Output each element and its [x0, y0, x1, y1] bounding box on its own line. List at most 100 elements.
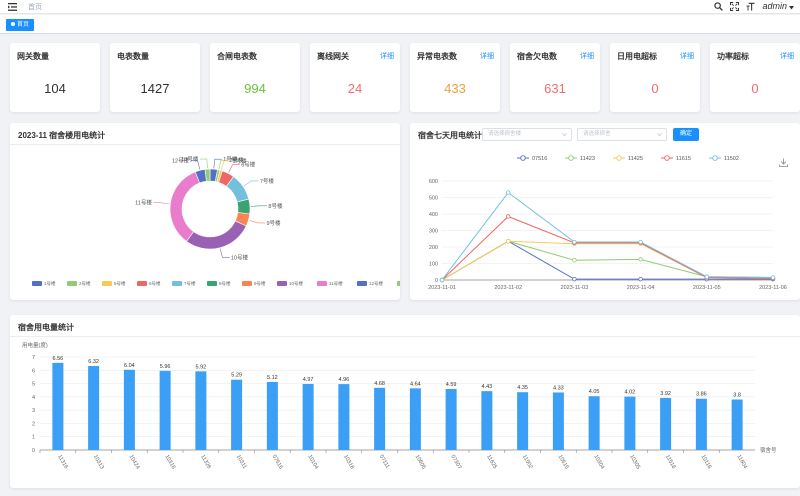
- building-select-placeholder: 请选择宿舍楼: [488, 131, 522, 137]
- bar: [302, 383, 314, 450]
- legend-swatch: [207, 281, 217, 286]
- tag-home-label: 首页: [17, 22, 30, 28]
- data-point: [505, 239, 511, 244]
- bar: [660, 397, 672, 450]
- series-line: [441, 191, 774, 281]
- bar-value-label: 4.97: [303, 377, 314, 383]
- pie-leader-line: [153, 202, 170, 205]
- dorm-select[interactable]: 请选择宿舍: [577, 128, 667, 141]
- legend-label: 10号楼: [289, 280, 304, 287]
- bar-value-label: 5.29: [231, 373, 242, 379]
- legend-label: 11615: [676, 156, 691, 162]
- building-select[interactable]: 请选择宿舍楼: [482, 128, 572, 141]
- pie-leader-line: [228, 164, 240, 173]
- bar-value-label: 4.64: [410, 381, 421, 387]
- y-tick-label: 500: [429, 196, 438, 202]
- stat-title: 网关数量: [17, 52, 49, 61]
- legend-swatch: [32, 281, 42, 286]
- x-tick-label: 2023-11-02: [494, 285, 522, 291]
- data-point: [638, 276, 643, 282]
- bar: [52, 362, 64, 450]
- panel-title: 2023-11 宿舍楼用电统计: [18, 131, 106, 140]
- bar-value-label: 4.35: [517, 385, 528, 391]
- stat-title: 合闸电表数: [217, 52, 257, 61]
- legend-label: 12号楼: [369, 280, 384, 287]
- x-tick-label: 07516: [271, 454, 284, 470]
- x-tick-label: 11316: [56, 454, 69, 470]
- pie-leader-line: [221, 160, 231, 170]
- x-tick-label: 2023-11-05: [693, 285, 721, 291]
- building-usage-panel: 2023-11 宿舍楼用电统计 1号楼 2号楼 5号楼 6号楼 7号楼 8号楼 9号楼 10号…: [10, 123, 400, 300]
- pie-leader-line: [249, 220, 266, 224]
- x-tick-label: 10316: [163, 454, 176, 470]
- legend-label: 11502: [724, 156, 739, 162]
- legend-label: 1号楼: [44, 280, 56, 287]
- divider: [10, 336, 800, 337]
- search-icon[interactable]: [714, 1, 724, 11]
- tag-home[interactable]: 首页: [6, 19, 35, 31]
- legend-marker: [616, 155, 622, 161]
- bar: [159, 370, 171, 450]
- pie-label: 6号楼: [241, 160, 256, 168]
- y-tick-label: 2: [32, 421, 35, 427]
- fullscreen-icon[interactable]: [730, 1, 740, 11]
- detail-link[interactable]: 详细: [380, 53, 394, 60]
- x-tick-label: 07111: [378, 454, 390, 470]
- x-tick-label: 10116: [700, 454, 713, 470]
- legend-label: 2号楼: [79, 280, 91, 287]
- bar-value-label: 4.68: [374, 381, 385, 387]
- y-axis-title: 用电量(度): [22, 341, 48, 349]
- stat-title: 功率超标: [717, 52, 749, 61]
- x-tick-label: 2023-11-03: [561, 285, 589, 291]
- legend-label: 5号楼: [114, 280, 126, 287]
- x-tick-label: 10311: [235, 454, 248, 470]
- chevron-down-icon: [657, 133, 662, 137]
- pie-slice: [169, 171, 201, 242]
- detail-link[interactable]: 详细: [580, 53, 594, 60]
- caret-down-icon[interactable]: [789, 5, 794, 10]
- bar: [123, 369, 135, 450]
- stat-card-gateways: 网关数量 104: [10, 43, 100, 112]
- legend-swatch: [137, 281, 147, 286]
- download-icon[interactable]: [779, 158, 788, 167]
- username[interactable]: admin: [762, 1, 787, 11]
- stat-card-offline-gateways: 离线网关 详细 24: [310, 43, 400, 112]
- legend-label: 9号楼: [254, 280, 266, 287]
- data-point: [770, 275, 776, 280]
- x-tick-label: 11604: [735, 454, 748, 470]
- dorm-usage-panel: 宿舍用电量统计 用电量(度) 0 1 2 3 4 5 6 7 宿舍号 6.56 11316 6.32 10…: [10, 315, 800, 488]
- y-tick-label: 200: [429, 245, 438, 251]
- pie-label: 5号楼: [232, 157, 247, 165]
- stat-value: 433: [444, 81, 466, 96]
- legend-label: 11号楼: [329, 280, 343, 287]
- x-tick-label: 2023-11-01: [428, 285, 456, 291]
- bar-value-label: 5.12: [267, 375, 278, 381]
- x-tick-label: 10424: [128, 454, 141, 470]
- y-tick-label: 300: [429, 229, 438, 235]
- pie-label: 1号楼: [223, 155, 238, 163]
- stat-title: 日用电超标: [617, 52, 657, 61]
- detail-link[interactable]: 详细: [480, 53, 494, 60]
- hamburger-icon[interactable]: [8, 3, 17, 11]
- y-tick-label: 6: [32, 368, 35, 374]
- legend-label: 11425: [628, 156, 643, 162]
- seven-day-line-chart: 0 100 200 300 400 500 600 2023-11-01 2023-11-02 2…: [428, 155, 787, 291]
- legend-swatch: [317, 281, 327, 286]
- confirm-button[interactable]: 确定: [673, 128, 699, 141]
- bar-value-label: 4.05: [589, 389, 600, 395]
- detail-link[interactable]: 详细: [680, 53, 694, 60]
- x-tick-label: 11518: [664, 454, 677, 470]
- bar: [374, 387, 386, 450]
- stat-card-closed-meters: 合闸电表数 994: [210, 43, 300, 112]
- breadcrumb[interactable]: 首页: [28, 4, 42, 11]
- data-point: [505, 214, 511, 219]
- bar: [624, 396, 636, 450]
- font-size-icon[interactable]: [746, 2, 756, 11]
- detail-link[interactable]: 详细: [780, 53, 794, 60]
- bar: [731, 399, 743, 450]
- y-tick-label: 0: [32, 448, 35, 454]
- bar: [481, 391, 493, 450]
- legend-label: 07516: [532, 156, 547, 162]
- active-dot-icon: [11, 22, 15, 27]
- legend-label: 7号楼: [184, 280, 196, 287]
